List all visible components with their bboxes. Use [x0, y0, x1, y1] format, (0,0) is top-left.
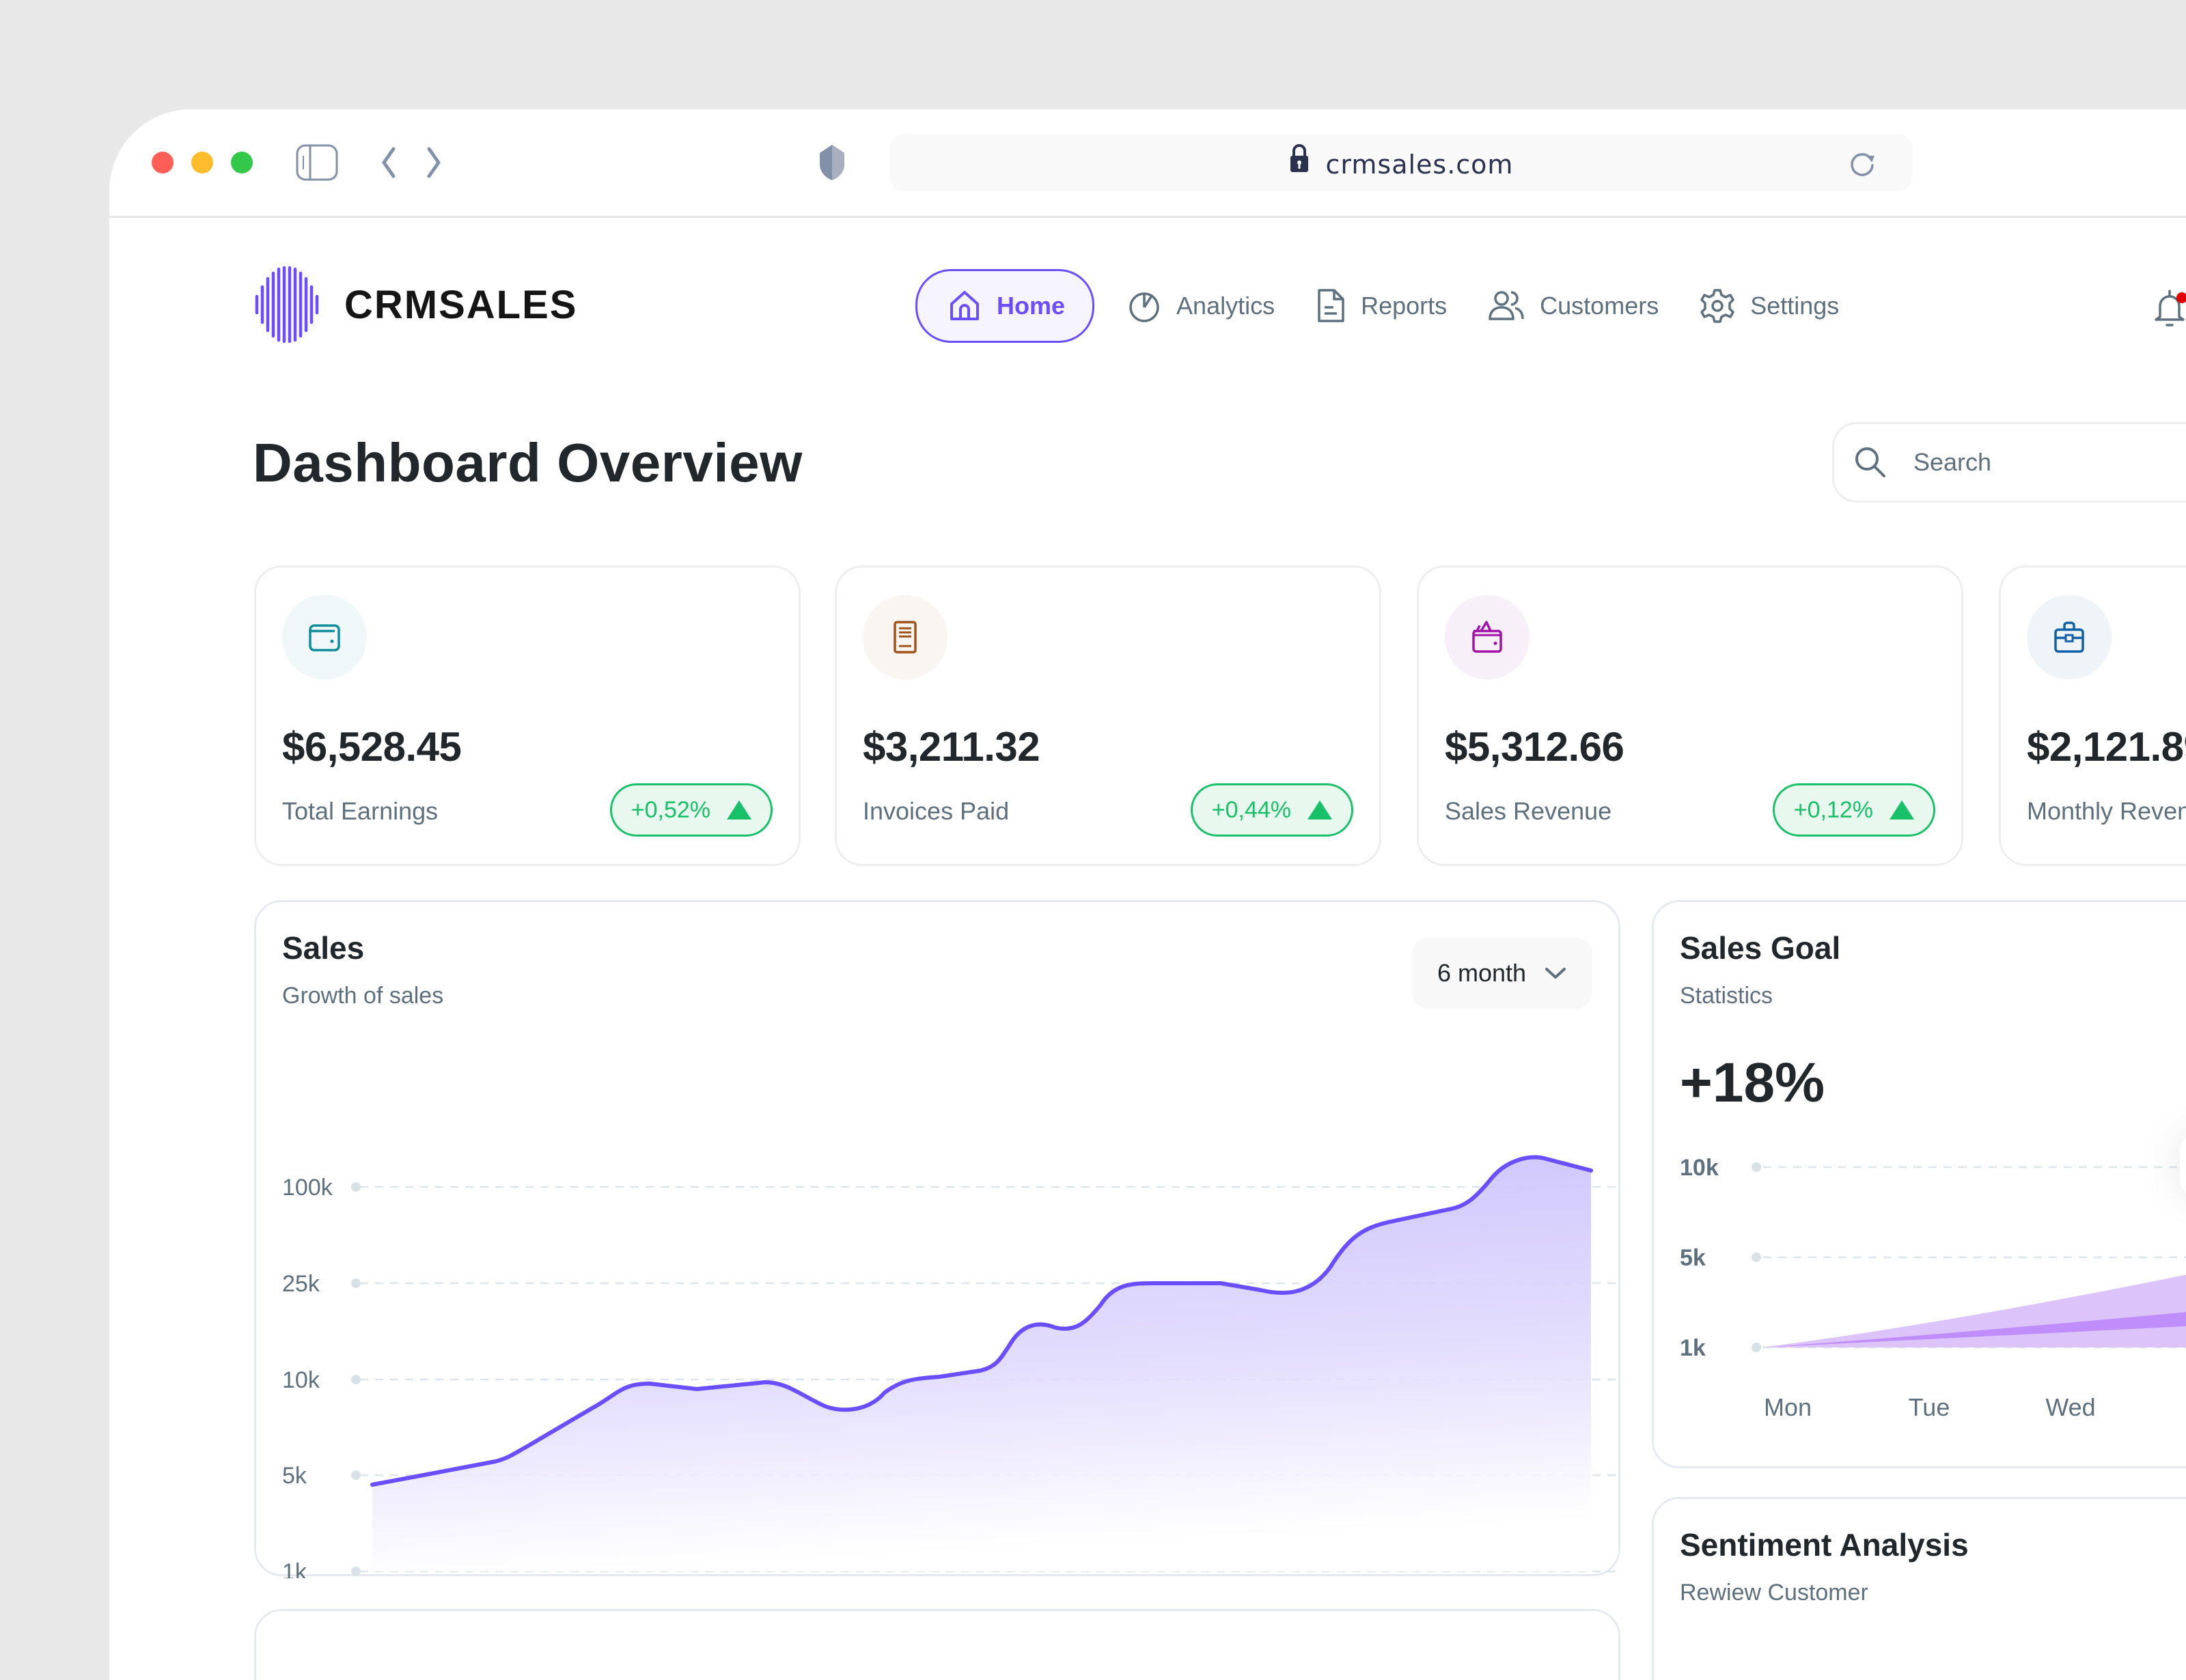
sidebar-toggle-icon[interactable] — [295, 143, 339, 185]
forward-icon[interactable] — [422, 143, 447, 185]
main-nav: Home Analytics Reports Customers Setting… — [915, 269, 1880, 343]
url-text: crmsales.com — [1325, 149, 1514, 180]
chart-tooltip — [2180, 1134, 2186, 1196]
sentiment-card: Sentiment Analysis Rewiew Customer — [1652, 1497, 2186, 1680]
briefcase-icon — [2054, 621, 2084, 653]
arrow-up-icon — [1890, 800, 1914, 820]
card-title: Sales Goal — [1680, 930, 1841, 966]
notification-dot — [2176, 292, 2186, 303]
wallet-icon — [309, 624, 340, 652]
page-title: Dashboard Overview — [253, 432, 803, 493]
arrow-up-icon — [727, 800, 751, 820]
stat-icon-wrap — [282, 595, 367, 680]
browser-toolbar: crmsales.com — [109, 109, 2186, 218]
svg-text:Mon: Mon — [1764, 1393, 1812, 1421]
stat-label: Invoices Paid — [863, 797, 1010, 825]
users-icon — [1489, 291, 1524, 320]
stat-card-monthly-revenue[interactable]: $2,121.89 Monthly Revenue — [1999, 565, 2186, 866]
change-badge: +0,12% — [1772, 783, 1935, 837]
nav-label: Settings — [1750, 292, 1840, 320]
maximize-window-button[interactable] — [231, 152, 253, 173]
logo-text: CRMSALES — [344, 282, 578, 327]
stat-card-invoices-paid[interactable]: $3,211.32 Invoices Paid +0,44% — [835, 565, 1381, 866]
nav-label: Reports — [1361, 292, 1448, 320]
range-dropdown[interactable]: 6 month — [1412, 938, 1592, 1009]
svg-text:Wed: Wed — [2045, 1393, 2095, 1421]
minimize-window-button[interactable] — [191, 152, 213, 173]
stat-value: $6,528.45 — [282, 724, 462, 770]
lock-icon — [1289, 136, 1310, 193]
svg-text:10k: 10k — [1680, 1155, 1719, 1181]
svg-text:10k: 10k — [282, 1367, 320, 1393]
y-axis-labels: 100k 25k 10k 5k 1k — [282, 1175, 333, 1578]
address-bar[interactable]: crmsales.com — [889, 134, 1913, 191]
svg-text:100k: 100k — [282, 1175, 333, 1201]
stat-value: $5,312.66 — [1445, 724, 1624, 770]
logo-mark-icon — [255, 266, 319, 343]
nav-item-analytics[interactable]: Analytics — [1127, 271, 1275, 341]
stat-value: $3,211.32 — [863, 724, 1040, 770]
notification-button[interactable] — [2152, 288, 2186, 333]
reload-icon[interactable] — [1847, 149, 1877, 182]
change-text: +0,52% — [631, 796, 710, 823]
bottom-card — [254, 1609, 1620, 1680]
nav-item-home[interactable]: Home — [915, 269, 1095, 343]
svg-text:1k: 1k — [282, 1559, 307, 1578]
stat-icon-wrap — [1445, 595, 1530, 680]
nav-item-reports[interactable]: Reports — [1316, 271, 1447, 341]
gear-icon — [1700, 289, 1734, 323]
stat-label: Total Earnings — [282, 797, 439, 825]
goal-change: +18% — [1680, 1052, 1825, 1114]
card-subtitle: Statistics — [1680, 983, 1773, 1009]
stat-card-sales-revenue[interactable]: $5,312.66 Sales Revenue +0,12% — [1417, 565, 1963, 866]
document-icon — [1318, 289, 1344, 322]
stat-icon-wrap — [2027, 595, 2112, 680]
sales-goal-chart[interactable]: 10k 5k 1k Mon Tue Wed — [1654, 902, 2186, 1470]
nav-label: Analytics — [1176, 292, 1275, 320]
wallet-open-icon — [1472, 621, 1502, 653]
bell-icon — [2155, 290, 2186, 326]
search-box[interactable] — [1832, 422, 2186, 503]
stat-value: $2,121.89 — [2027, 724, 2186, 770]
svg-text:25k: 25k — [282, 1271, 320, 1297]
invoice-icon — [894, 621, 917, 654]
card-subtitle: Rewiew Customer — [1680, 1580, 1868, 1606]
back-icon[interactable] — [376, 143, 400, 185]
nav-label: Customers — [1540, 292, 1659, 320]
shield-icon[interactable] — [817, 143, 847, 185]
home-icon — [950, 291, 979, 320]
browser-window: crmsales.com CRMSAL — [109, 109, 2186, 1680]
nav-label: Home — [997, 292, 1066, 320]
stat-card-total-earnings[interactable]: $6,528.45 Total Earnings +0,52% — [254, 565, 801, 866]
logo[interactable]: CRMSALES — [253, 266, 577, 343]
search-icon — [1855, 447, 1885, 477]
range-value: 6 month — [1437, 959, 1527, 987]
change-text: +0,12% — [1793, 796, 1873, 823]
nav-item-customers[interactable]: Customers — [1488, 271, 1659, 341]
svg-text:5k: 5k — [1680, 1245, 1706, 1271]
stat-label: Monthly Revenue — [2027, 797, 2186, 825]
sales-area-chart[interactable]: 100k 25k 10k 5k 1k Jan Feb Mar Apr May J… — [256, 902, 1622, 1578]
sales-goal-card: Sales Goal Statistics +18% 10k 5k 1k Mon… — [1652, 900, 2186, 1468]
card-title: Sales — [282, 930, 365, 966]
card-subtitle: Growth of sales — [282, 983, 444, 1009]
arrow-up-icon — [1308, 800, 1332, 820]
pie-chart-icon — [1129, 292, 1159, 322]
svg-text:1k: 1k — [1680, 1335, 1706, 1361]
change-text: +0,44% — [1211, 796, 1291, 823]
close-window-button[interactable] — [152, 152, 174, 173]
stat-icon-wrap — [863, 595, 947, 680]
change-badge: +0,44% — [1190, 783, 1353, 837]
stat-label: Sales Revenue — [1445, 797, 1612, 825]
search-input[interactable] — [1912, 447, 2186, 477]
nav-item-settings[interactable]: Settings — [1700, 271, 1839, 341]
svg-text:5k: 5k — [282, 1463, 307, 1489]
change-badge: +0,52% — [609, 783, 773, 837]
sales-card: Sales Growth of sales 6 month — [254, 900, 1622, 1578]
chevron-down-icon — [1545, 968, 1566, 979]
card-title: Sentiment Analysis — [1680, 1527, 1969, 1563]
svg-text:Tue: Tue — [1909, 1393, 1950, 1421]
